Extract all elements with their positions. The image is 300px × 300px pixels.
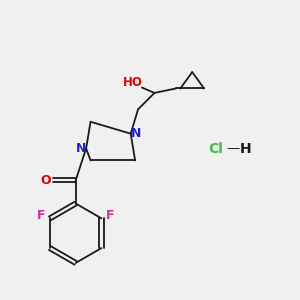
Text: H: H xyxy=(240,142,251,155)
Text: Cl: Cl xyxy=(208,142,223,155)
Text: HO: HO xyxy=(122,76,142,89)
Text: N: N xyxy=(76,142,86,155)
Text: O: O xyxy=(41,174,51,187)
Text: F: F xyxy=(106,209,115,223)
Text: N: N xyxy=(131,127,141,140)
Text: —: — xyxy=(226,142,239,155)
Text: F: F xyxy=(37,209,45,223)
